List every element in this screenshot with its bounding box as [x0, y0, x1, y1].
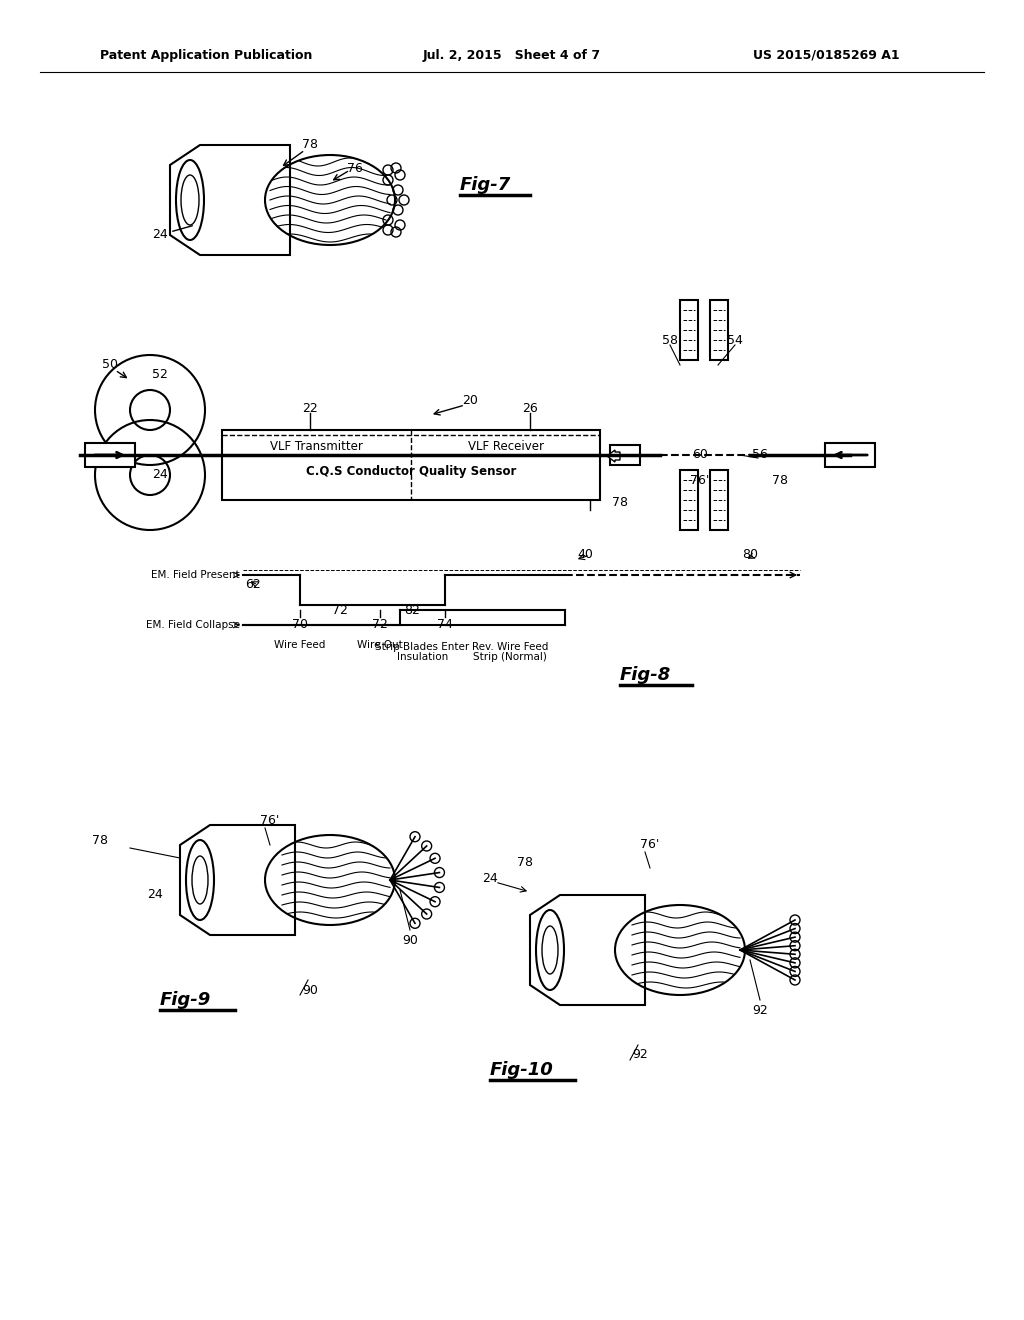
Text: 50: 50 [102, 359, 118, 371]
Text: 76': 76' [260, 813, 280, 826]
Text: 74: 74 [437, 619, 453, 631]
Text: Fig-10: Fig-10 [490, 1061, 554, 1078]
Text: 52: 52 [152, 368, 168, 381]
Text: 78: 78 [772, 474, 788, 487]
Bar [710, 300, 728, 360]
Text: 78: 78 [92, 833, 108, 846]
Text: Rev. Wire Feed: Rev. Wire Feed [472, 642, 548, 652]
Text: 24: 24 [153, 469, 168, 482]
Text: VLF Receiver: VLF Receiver [468, 441, 544, 454]
Text: Jul. 2, 2015   Sheet 4 of 7: Jul. 2, 2015 Sheet 4 of 7 [423, 49, 601, 62]
Text: Patent Application Publication: Patent Application Publication [100, 49, 312, 62]
Text: Strip (Normal): Strip (Normal) [473, 652, 547, 663]
Text: 24: 24 [153, 228, 168, 242]
Text: 90: 90 [402, 933, 418, 946]
Text: 92: 92 [752, 1003, 768, 1016]
Text: 76': 76' [690, 474, 710, 487]
FancyBboxPatch shape [85, 444, 135, 467]
Text: EM. Field Present: EM. Field Present [152, 570, 240, 579]
Text: 72: 72 [372, 619, 388, 631]
Text: 90: 90 [302, 983, 317, 997]
Bar [680, 300, 698, 360]
Bar [710, 470, 728, 531]
Text: 22: 22 [302, 401, 317, 414]
Text: 24: 24 [482, 871, 498, 884]
Text: 78: 78 [302, 139, 318, 152]
Text: 70: 70 [292, 619, 308, 631]
Text: Strip Blades Enter: Strip Blades Enter [376, 642, 470, 652]
FancyBboxPatch shape [825, 444, 874, 467]
Text: VLF Transmitter: VLF Transmitter [270, 441, 362, 454]
Text: 78: 78 [612, 495, 628, 508]
Text: 76': 76' [640, 838, 659, 851]
Text: Insulation: Insulation [397, 652, 449, 663]
Bar [610, 445, 640, 465]
Text: 26: 26 [522, 401, 538, 414]
Text: 62: 62 [245, 578, 261, 591]
Text: Fig-7: Fig-7 [460, 176, 511, 194]
Text: 20: 20 [462, 393, 478, 407]
FancyArrow shape [607, 450, 620, 462]
Text: 24: 24 [147, 888, 163, 902]
Text: 72: 72 [332, 603, 348, 616]
Text: 82: 82 [404, 603, 421, 616]
Text: 76: 76 [347, 161, 362, 174]
Text: US 2015/0185269 A1: US 2015/0185269 A1 [754, 49, 900, 62]
Text: Fig-8: Fig-8 [620, 667, 672, 684]
Text: 92: 92 [632, 1048, 648, 1061]
Text: Wire Out: Wire Out [357, 640, 402, 649]
Text: 40: 40 [578, 549, 593, 561]
Text: C.Q.S Conductor Quality Sensor: C.Q.S Conductor Quality Sensor [306, 466, 516, 479]
Text: 58: 58 [662, 334, 678, 346]
Text: 80: 80 [742, 549, 758, 561]
Text: 78: 78 [517, 855, 534, 869]
Text: EM. Field Collapse: EM. Field Collapse [146, 620, 240, 630]
Text: 56: 56 [752, 449, 768, 462]
Bar [222, 430, 600, 500]
Text: Wire Feed: Wire Feed [274, 640, 326, 649]
Text: 60: 60 [692, 449, 708, 462]
Bar [680, 470, 698, 531]
Text: 54: 54 [727, 334, 743, 346]
Text: Fig-9: Fig-9 [160, 991, 211, 1008]
